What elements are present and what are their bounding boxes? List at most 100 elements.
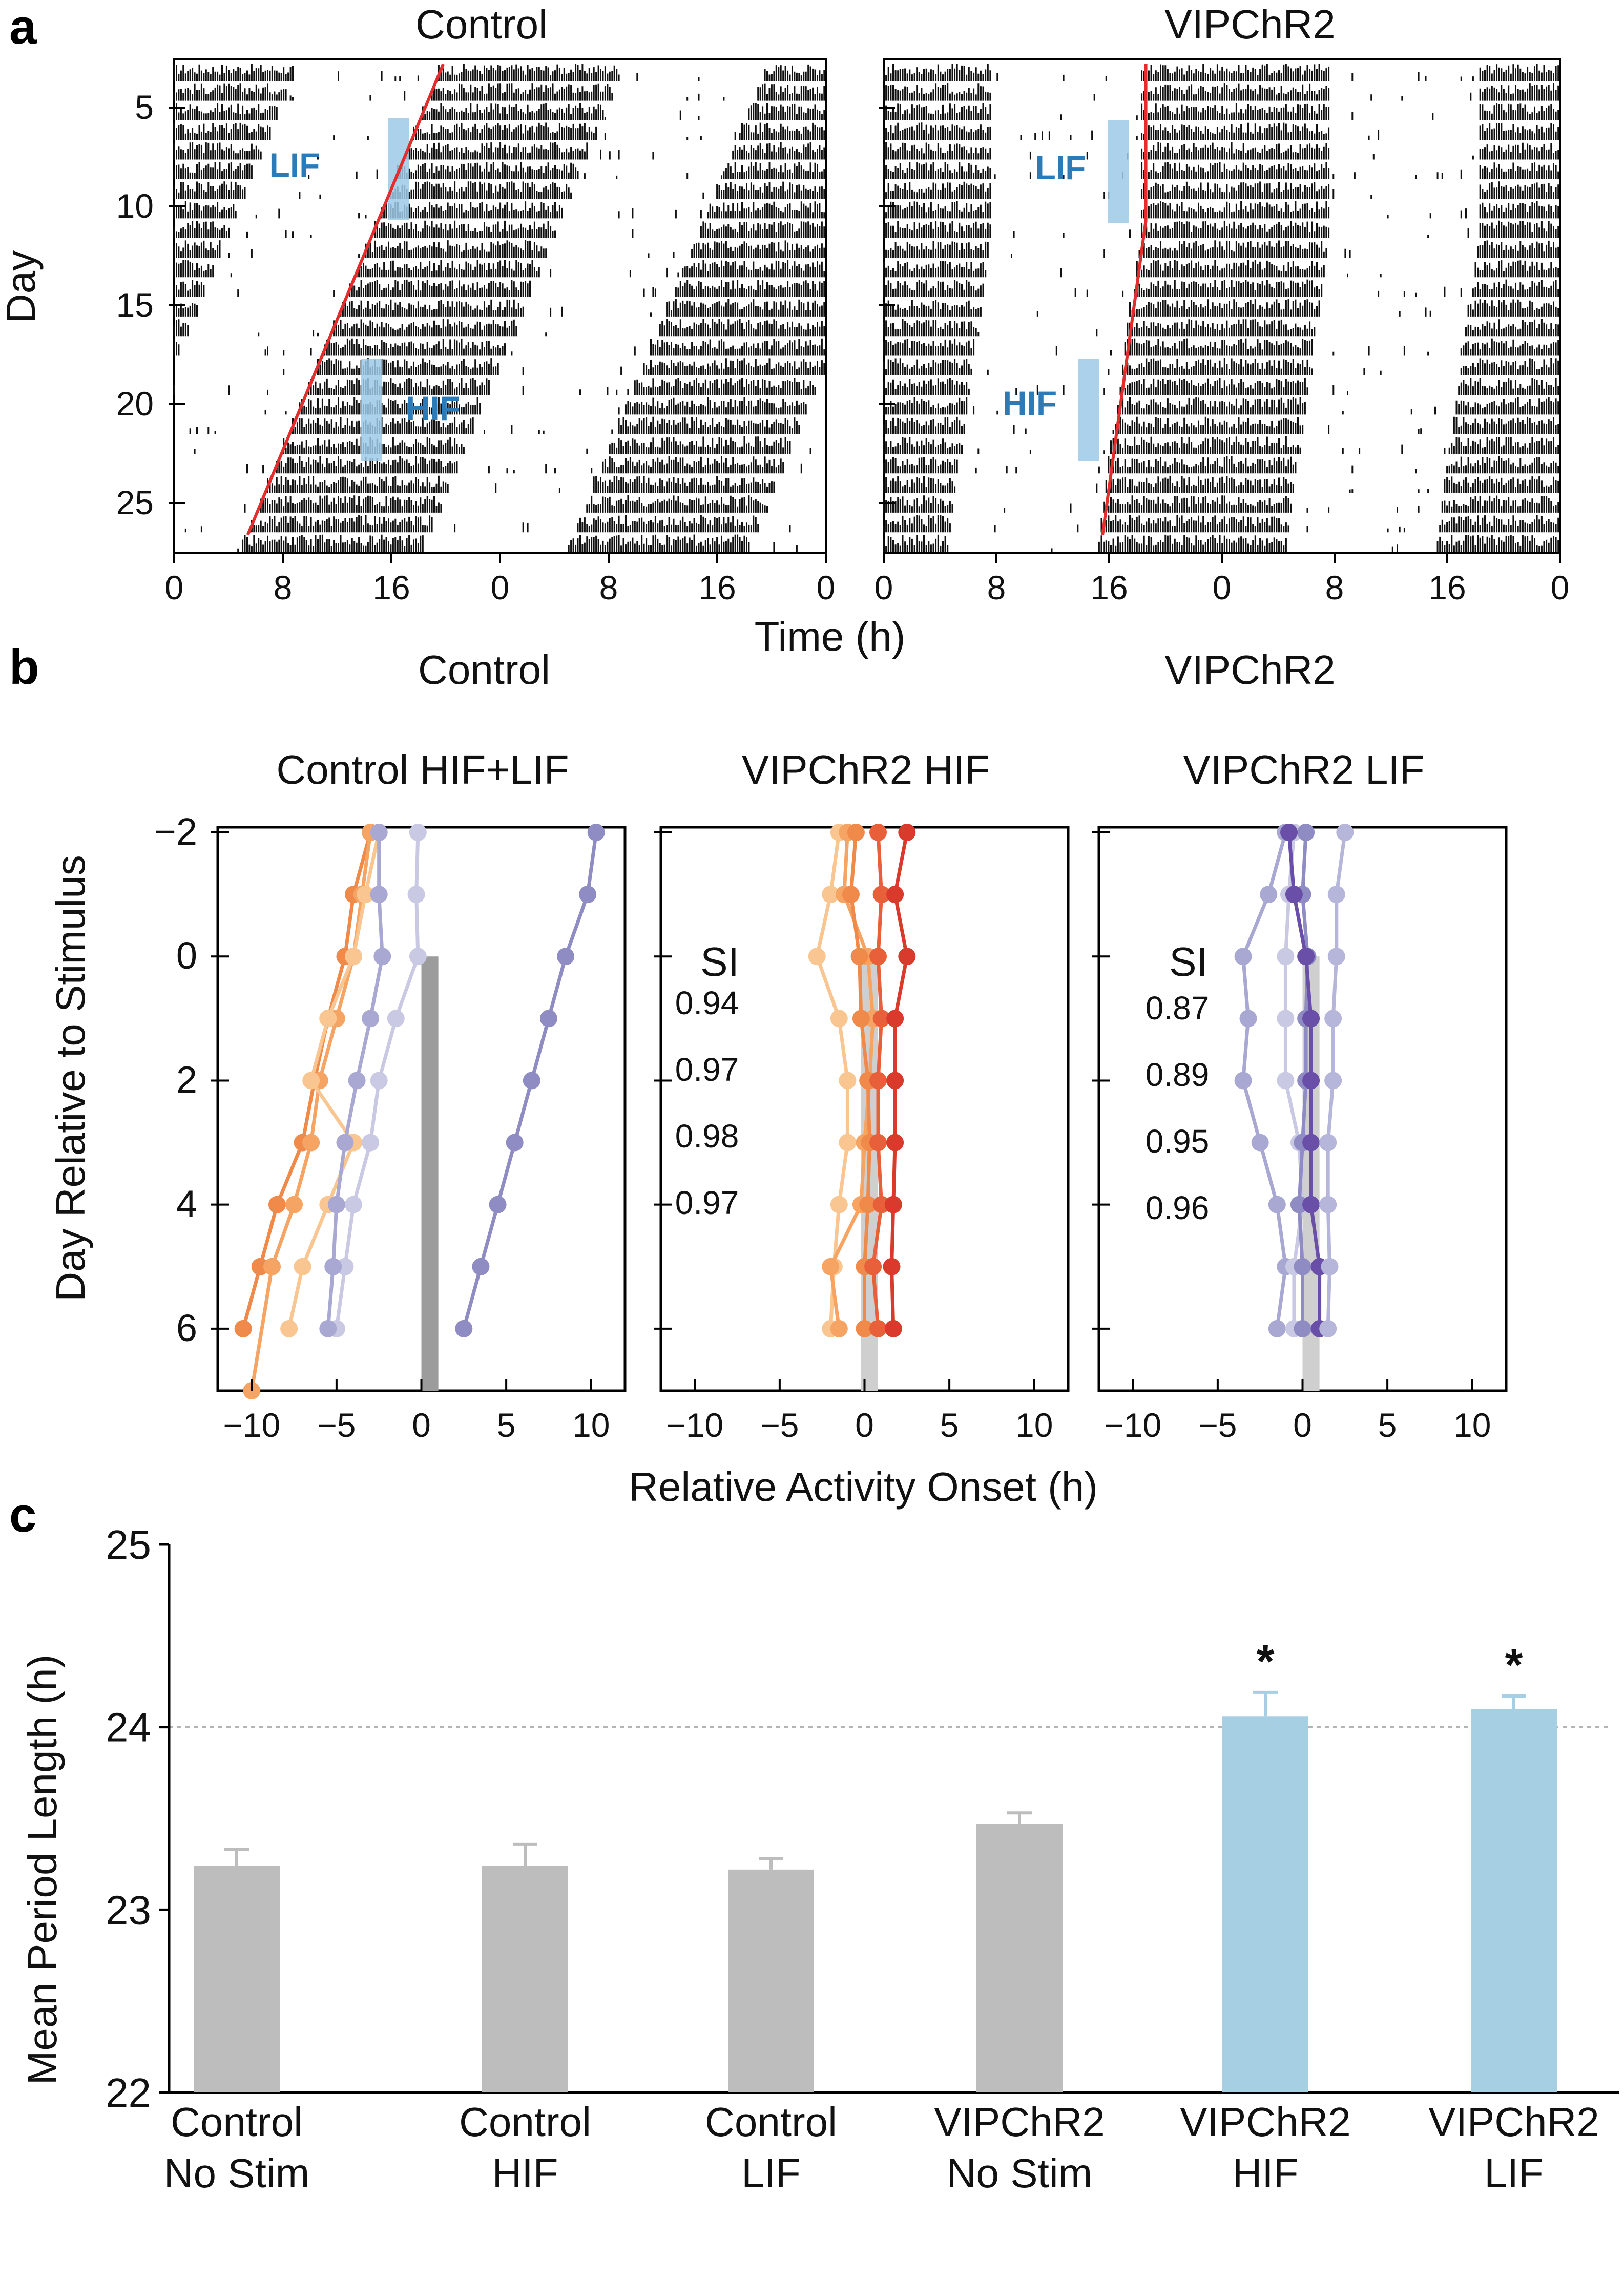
actogram-x-tick-label: 16 (698, 569, 736, 606)
onset-point (362, 1134, 380, 1152)
category-label-line2: LIF (741, 2150, 801, 2196)
actogram-x-tick-label: 8 (987, 569, 1006, 606)
actogram-row (883, 240, 1559, 258)
actogram-row (283, 358, 825, 375)
actogram-row (883, 378, 1559, 395)
actogram-y-tick-label: 25 (116, 484, 154, 521)
onset-point (869, 1320, 887, 1337)
onset-point (1294, 1320, 1311, 1337)
actogram-x-tick-label: 8 (1325, 569, 1344, 606)
onset-point (856, 1320, 873, 1337)
onset-point (1277, 948, 1295, 966)
onset-point (285, 1196, 303, 1213)
onset-point (830, 1010, 848, 1028)
category-label-line2: LIF (1484, 2150, 1544, 2196)
onset-point (1324, 1010, 1342, 1028)
onset-point (362, 1010, 380, 1028)
onset-point (1251, 1134, 1269, 1152)
onset-point (898, 824, 916, 841)
bar (728, 1869, 814, 2092)
panel-c-label: c (9, 1488, 36, 1542)
onset-point (822, 886, 840, 904)
x-tick-label: −5 (760, 1406, 799, 1444)
category-label-line2: No Stim (164, 2150, 310, 2196)
onset-point (808, 948, 826, 966)
x-tick-label: −5 (1198, 1406, 1237, 1444)
actogram-row (173, 319, 825, 337)
subplot-title-control-hif-lif: Control HIF+LIF (276, 747, 569, 792)
onset-point (883, 1258, 901, 1275)
onset-point (263, 1258, 281, 1275)
category-label-line1: Control (171, 2099, 303, 2145)
onset-point (506, 1134, 524, 1152)
panel-b-label: b (9, 640, 39, 695)
panel-a-label: a (9, 0, 37, 54)
actogram-row (883, 103, 1559, 120)
actogram-row (883, 397, 1559, 415)
onset-point (1234, 948, 1252, 966)
onset-point (370, 1072, 388, 1090)
x-tick-label: 0 (855, 1406, 874, 1444)
onset-point (319, 1320, 337, 1337)
actogram-control-hif-bar (361, 359, 382, 461)
actogram-row (189, 416, 800, 434)
actogram-control-onset-line (246, 63, 445, 536)
onset-point (302, 1072, 320, 1090)
onset-point (869, 1072, 887, 1090)
actogram-vipchr2: LIF HIF (883, 58, 1561, 554)
onset-point (830, 1196, 848, 1213)
onset-point (872, 886, 890, 904)
y-tick-label: 25 (106, 1522, 151, 1567)
onset-point (886, 886, 904, 904)
onset-point (387, 1010, 405, 1028)
onset-point (1302, 1134, 1320, 1152)
onset-point (869, 1134, 887, 1152)
bar (1471, 1709, 1557, 2092)
onset-point (886, 1072, 904, 1090)
actogram-row (883, 319, 1559, 337)
panel-b-xlabel: Relative Activity Onset (h) (629, 1464, 1098, 1510)
si-value-hif-1: 0.94 (675, 985, 739, 1021)
actogram-vipchr2-lif-bar (1108, 120, 1129, 223)
actogram-control-lif-label: LIF (269, 146, 320, 184)
actogram-row (883, 83, 1559, 101)
onset-point (539, 1010, 557, 1028)
panel-c-ylabel: Mean Period Length (h) (19, 1655, 65, 2085)
actogram-row (267, 475, 775, 493)
actogram-row (883, 436, 1559, 454)
onset-point (472, 1258, 490, 1275)
stim-bar (421, 956, 439, 1391)
panel-a-title-control: Control (415, 2, 548, 47)
panel-a-xlabel: Time (h) (755, 614, 906, 659)
actogram-row (883, 475, 1559, 493)
actogram-row (883, 279, 1559, 297)
onset-point (294, 1258, 311, 1275)
onset-point (839, 1072, 857, 1090)
actogram-row (184, 515, 791, 533)
onset-point (557, 948, 575, 966)
panel-a-ylabel: Day (0, 250, 44, 323)
actogram-x-tick-label: 8 (274, 569, 293, 606)
si-value-hif-4: 0.97 (675, 1184, 739, 1221)
onset-point (850, 948, 868, 966)
si-value-lif-3: 0.95 (1146, 1123, 1210, 1160)
actogram-row (883, 495, 1559, 513)
y-tick-label: 4 (176, 1183, 197, 1225)
onset-point (1302, 1072, 1320, 1090)
actogram-control-hif-label: HIF (406, 389, 460, 427)
actogram-vipchr2-lif-label: LIF (1035, 149, 1086, 186)
category-label-line1: Control (459, 2099, 591, 2145)
onset-point (822, 1258, 840, 1275)
panel-b-axes: −10 −5 0 5 10 −2 0 2 4 6 −10 −5 0 5 10 −10 −5 0 5 10 (154, 810, 1491, 1444)
onset-point (348, 1072, 366, 1090)
onset-point (1285, 886, 1303, 904)
actogram-row (173, 142, 825, 160)
onset-point (1294, 1258, 1311, 1275)
panel-c-plot: 22 23 24 25 Control No Stim Control HIF Control L… (106, 1522, 1619, 2196)
onset-point (324, 1258, 342, 1275)
actogram-row (883, 515, 1559, 533)
onset-point (587, 824, 605, 841)
onset-point (1319, 1196, 1337, 1213)
onset-point (842, 886, 860, 904)
onset-point (327, 1196, 345, 1213)
